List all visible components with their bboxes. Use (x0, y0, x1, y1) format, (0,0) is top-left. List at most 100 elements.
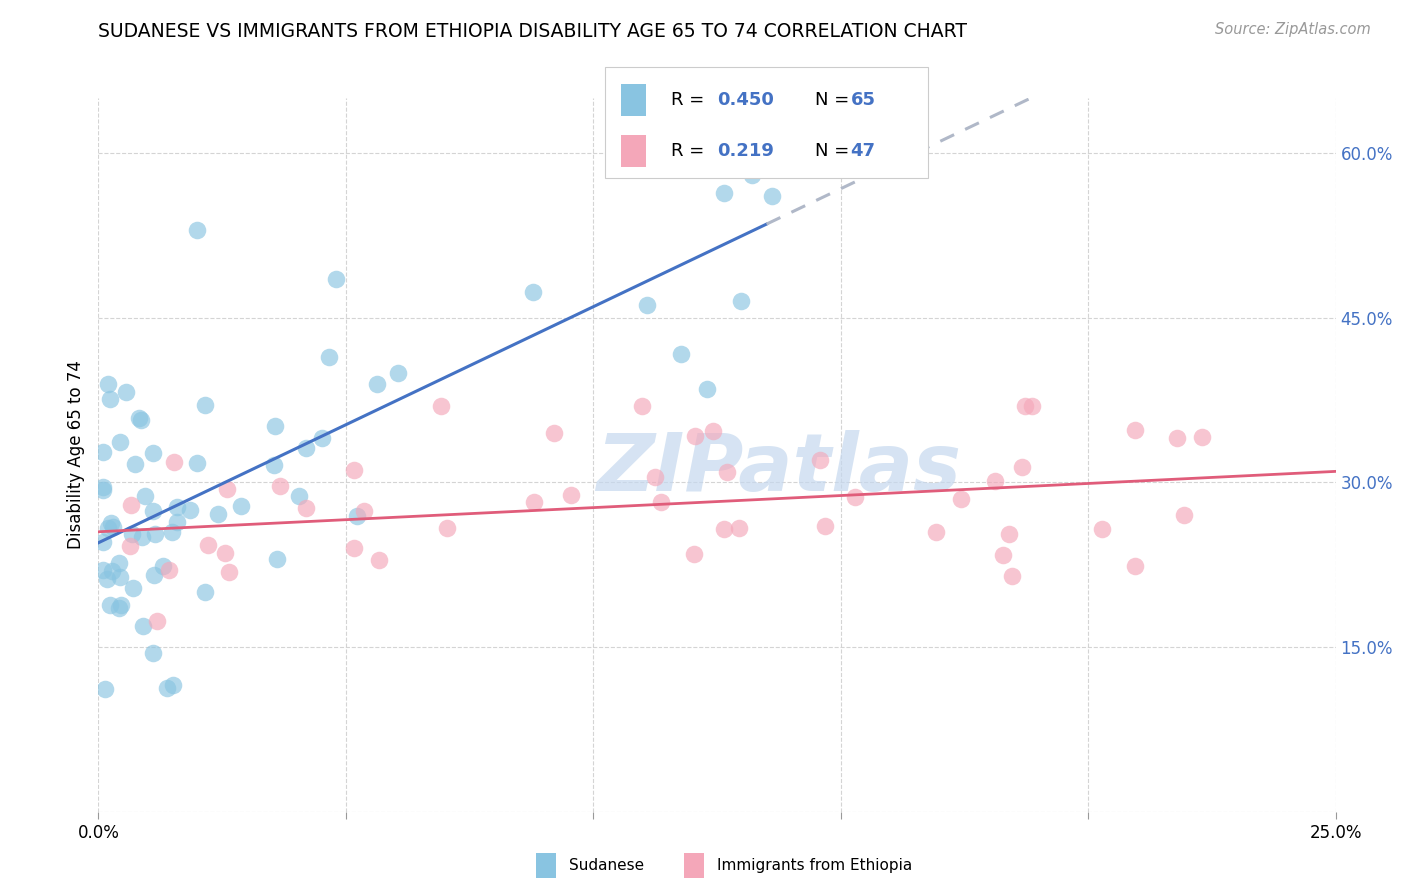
Point (162, 678, 184, 692)
Point (179, 503, 201, 517)
Point (814, 519, 837, 533)
Point (713, 522, 735, 536)
Point (108, 569, 131, 583)
Point (543, 425, 565, 440)
Point (522, 285, 544, 300)
Text: Immigrants from Ethiopia: Immigrants from Ethiopia (717, 858, 912, 872)
Point (110, 598, 132, 612)
Point (142, 446, 165, 460)
Point (984, 474, 1007, 488)
Point (1123, 559, 1146, 574)
Text: R =: R = (671, 91, 710, 109)
Point (991, 548, 1014, 562)
Point (152, 559, 174, 574)
Y-axis label: Disability Age 65 to 74: Disability Age 65 to 74 (67, 360, 86, 549)
Point (318, 350, 340, 364)
Point (186, 456, 208, 470)
Point (166, 516, 188, 530)
Point (207, 507, 229, 521)
Point (1091, 522, 1114, 536)
Point (193, 585, 215, 599)
Point (343, 541, 366, 556)
Text: Sudanese: Sudanese (569, 858, 644, 872)
Point (157, 563, 180, 577)
Point (560, 488, 582, 502)
Point (997, 527, 1019, 541)
Point (669, 347, 692, 361)
Point (93, 445, 115, 459)
Point (683, 428, 706, 442)
Text: 47: 47 (851, 143, 876, 161)
Text: 65: 65 (851, 91, 876, 109)
Point (108, 556, 131, 570)
Point (142, 504, 165, 518)
Point (101, 520, 124, 534)
Point (844, 490, 866, 504)
Text: 0.219: 0.219 (717, 143, 773, 161)
Point (325, 272, 347, 286)
Point (214, 545, 236, 559)
Point (108, 601, 131, 615)
Point (294, 500, 316, 515)
Point (129, 413, 152, 427)
Point (97, 376, 120, 391)
Point (264, 418, 287, 433)
Point (702, 424, 724, 438)
Text: N =: N = (815, 143, 855, 161)
Point (1173, 508, 1195, 522)
Point (730, 293, 752, 308)
Text: R =: R = (671, 143, 710, 161)
Point (631, 399, 654, 413)
Point (728, 521, 751, 535)
Point (156, 681, 179, 696)
Point (96, 572, 118, 586)
Point (120, 539, 142, 553)
Point (143, 567, 166, 582)
Point (100, 598, 122, 612)
Point (122, 581, 145, 595)
Point (194, 398, 217, 412)
Point (716, 465, 738, 479)
Point (1123, 423, 1146, 437)
Point (163, 455, 186, 469)
Point (353, 504, 375, 518)
Point (368, 553, 391, 567)
Point (229, 500, 252, 514)
Point (215, 483, 238, 497)
Text: 0.450: 0.450 (717, 91, 773, 109)
Point (186, 223, 208, 237)
Point (1001, 569, 1024, 583)
Point (124, 458, 146, 472)
Point (741, 168, 763, 182)
Point (93, 563, 115, 577)
Point (311, 431, 333, 445)
Point (436, 521, 458, 535)
Text: SUDANESE VS IMMIGRANTS FROM ETHIOPIA DISABILITY AGE 65 TO 74 CORRELATION CHART: SUDANESE VS IMMIGRANTS FROM ETHIOPIA DIS… (98, 22, 967, 41)
Point (808, 452, 831, 467)
Point (1166, 432, 1188, 446)
Point (1191, 430, 1213, 444)
Point (143, 527, 166, 541)
Point (97, 521, 120, 535)
Point (121, 527, 143, 541)
Point (114, 384, 136, 399)
Point (343, 463, 366, 477)
Point (166, 500, 188, 514)
Point (1011, 460, 1033, 475)
Point (197, 538, 219, 552)
Point (263, 458, 285, 472)
Point (108, 435, 131, 450)
Point (131, 530, 153, 544)
Point (269, 479, 291, 493)
Point (696, 382, 718, 396)
Point (761, 189, 783, 203)
Point (346, 508, 368, 523)
Point (131, 619, 153, 633)
Text: N =: N = (815, 91, 855, 109)
Point (925, 525, 948, 540)
Point (430, 399, 453, 413)
Point (100, 564, 122, 578)
Point (295, 441, 318, 455)
Point (1014, 399, 1036, 413)
Point (636, 298, 658, 312)
